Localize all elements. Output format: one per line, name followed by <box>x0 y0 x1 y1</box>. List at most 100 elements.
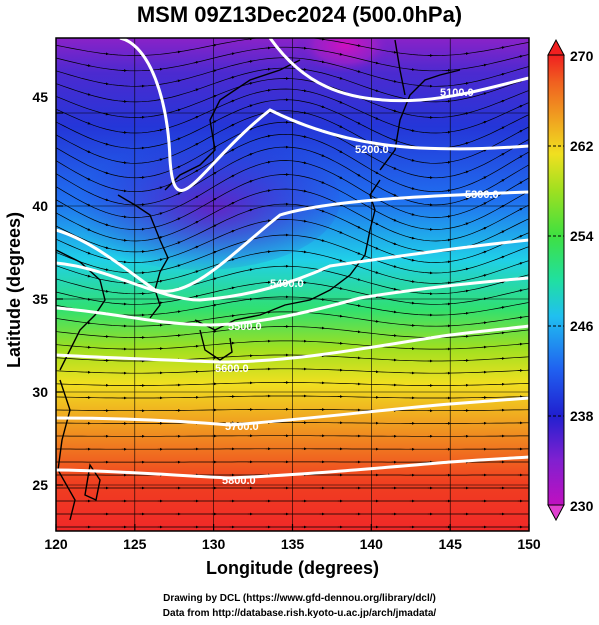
wind-arrow <box>373 170 379 175</box>
wind-arrow <box>229 123 235 127</box>
wind-arrow <box>499 255 505 259</box>
x-tick-130: 130 <box>202 536 226 552</box>
colorbar <box>547 38 565 522</box>
wind-arrow <box>175 108 182 112</box>
wind-arrow <box>499 280 506 284</box>
wind-arrow <box>337 287 344 290</box>
wind-arrow <box>319 181 325 184</box>
wind-arrow <box>445 160 452 164</box>
wind-arrow <box>121 238 128 242</box>
contour-label-5200: 5200.0 <box>355 144 389 156</box>
wind-arrow <box>193 116 199 119</box>
wind-arrow <box>85 251 92 255</box>
wind-arrow <box>193 61 200 64</box>
wind-arrow <box>319 38 326 41</box>
wind-arrow <box>103 223 110 226</box>
streamline <box>56 382 529 386</box>
wind-arrow <box>85 227 91 231</box>
wind-arrow <box>247 268 254 272</box>
streamline <box>56 354 529 362</box>
wind-arrow <box>355 173 361 177</box>
wind-arrow <box>319 105 326 108</box>
wind-arrow <box>463 197 470 201</box>
wind-arrow <box>301 161 308 165</box>
wind-arrow <box>391 287 398 291</box>
wind-arrow <box>301 250 308 254</box>
wind-arrow <box>229 148 235 152</box>
cold-trough <box>60 130 340 270</box>
wind-arrow <box>391 138 397 142</box>
streamline <box>56 188 529 242</box>
streamline <box>56 408 529 412</box>
x-tick-135: 135 <box>281 536 305 552</box>
y-tick-25: 25 <box>32 477 48 493</box>
wind-arrow <box>85 92 92 96</box>
wind-arrow <box>247 208 254 212</box>
streamline <box>56 121 529 179</box>
wind-arrow <box>499 306 506 309</box>
wind-arrow <box>481 149 487 153</box>
x-axis-title: Longitude (degrees) <box>206 558 379 578</box>
wind-arrow <box>337 100 343 104</box>
wind-arrow <box>517 129 523 134</box>
contour-5100 <box>268 38 529 103</box>
streamline <box>56 296 529 316</box>
streamline <box>56 110 529 164</box>
wind-arrow <box>355 225 361 229</box>
streamline <box>56 250 529 284</box>
wind-arrow <box>373 246 379 250</box>
wind-arrow <box>463 170 470 174</box>
contour-5200 <box>119 38 529 192</box>
streamline <box>56 219 529 263</box>
wind-arrow <box>391 50 398 54</box>
wind-arrow <box>499 73 506 76</box>
wind-arrow <box>463 142 470 145</box>
wind-arrow <box>463 82 470 85</box>
wind-arrow <box>175 264 182 268</box>
wind-arrow <box>337 259 344 262</box>
wind-arrow <box>157 186 164 190</box>
wind-arrow <box>175 165 181 169</box>
wind-arrow <box>193 220 199 225</box>
wind-arrow <box>517 181 523 185</box>
coastlines <box>56 39 461 521</box>
streamline <box>56 174 529 230</box>
y-ticks <box>56 112 63 486</box>
wind-arrow <box>301 89 308 93</box>
wind-arrow <box>409 187 416 190</box>
wind-arrow <box>121 215 128 219</box>
wind-arrow <box>247 60 254 63</box>
wind-arrow <box>517 208 523 212</box>
contour-label-5300: 5300.0 <box>465 189 499 201</box>
wind-arrow <box>373 221 379 226</box>
wind-arrow <box>103 289 110 293</box>
wind-arrow <box>337 149 343 153</box>
wind-arrow <box>301 189 308 193</box>
wind-arrow <box>157 279 164 283</box>
wind-arrow <box>337 124 343 128</box>
wind-arrow <box>481 63 488 67</box>
wind-arrow <box>499 153 505 157</box>
x-tick-150: 150 <box>517 536 541 552</box>
wind-arrow <box>445 130 452 134</box>
wind-arrow <box>193 88 200 92</box>
wind-arrow <box>247 38 254 41</box>
wind-arrow <box>409 212 416 216</box>
wind-arrow <box>355 121 361 125</box>
wind-arrow <box>463 289 470 293</box>
contour-label-5500: 5500.0 <box>228 321 262 333</box>
streamline <box>56 395 529 399</box>
contour-5700 <box>56 396 529 427</box>
contour-5800 <box>56 455 529 480</box>
map-title: MSM 09Z13Dec2024 (500.0hPa) <box>136 2 463 27</box>
y-tick-35: 35 <box>32 291 48 307</box>
streamline <box>56 46 529 72</box>
wind-arrow <box>175 137 181 141</box>
x-tick-125: 125 <box>123 536 147 552</box>
wind-arrow <box>193 195 199 199</box>
wind-arrow <box>481 321 488 325</box>
wind-arrow <box>337 230 343 234</box>
streamline <box>56 88 529 134</box>
wind-arrow <box>85 121 92 125</box>
wind-arrow <box>265 88 272 92</box>
